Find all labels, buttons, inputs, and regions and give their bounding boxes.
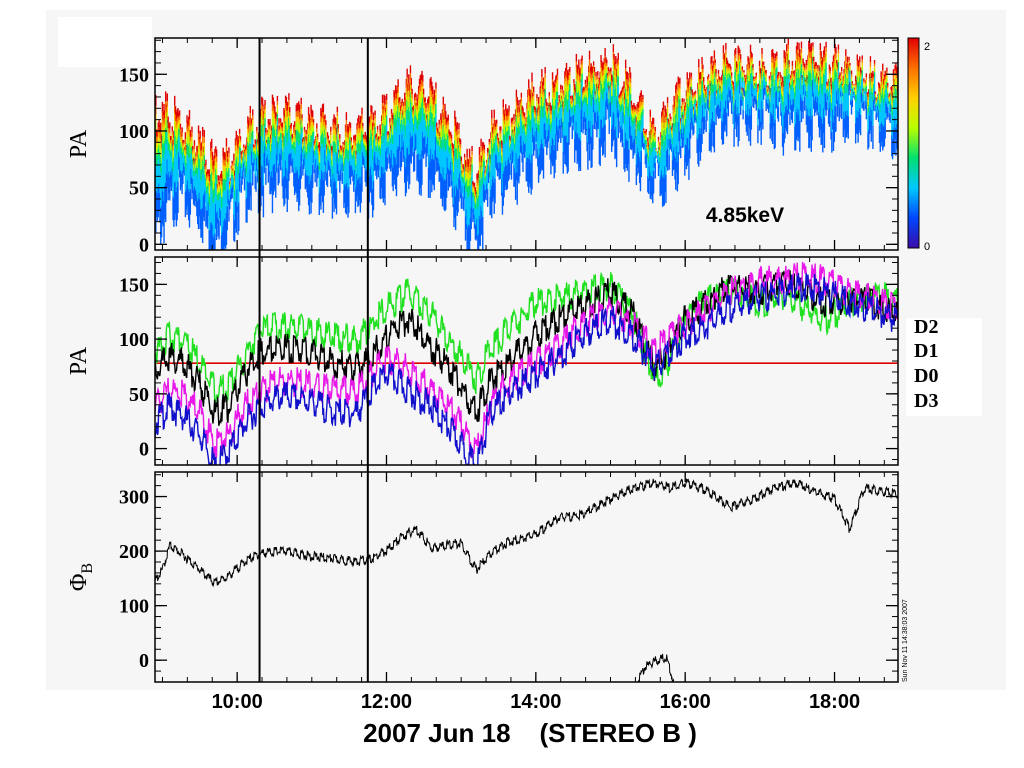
figure-background-patch	[58, 17, 152, 67]
legend-background	[906, 318, 982, 416]
axis-title-background	[46, 690, 962, 768]
panel-content	[155, 38, 898, 250]
